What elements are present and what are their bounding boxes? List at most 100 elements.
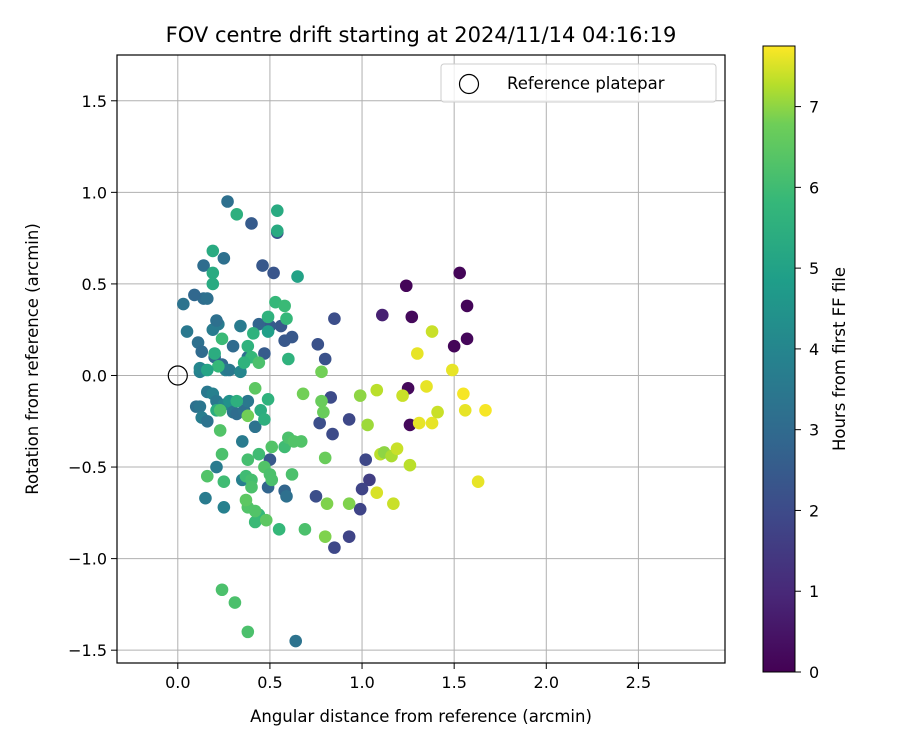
data-point (460, 332, 474, 346)
data-point (248, 420, 262, 434)
data-point (177, 297, 190, 311)
data-point (458, 403, 472, 417)
data-point (285, 468, 299, 481)
data-point (315, 394, 328, 408)
plot-frame (116, 54, 726, 664)
data-point (215, 583, 229, 597)
data-point (318, 451, 332, 465)
data-point (270, 204, 284, 217)
data-point (206, 277, 220, 291)
data-point (278, 299, 291, 313)
data-point (217, 251, 231, 265)
data-point (317, 405, 330, 419)
data-point (241, 339, 255, 353)
data-point (272, 523, 286, 536)
data-point (328, 541, 341, 554)
data-point (431, 405, 444, 419)
data-point (226, 339, 240, 353)
data-point (270, 224, 284, 238)
legend-open-circle-icon (458, 73, 480, 95)
data-point (326, 427, 339, 441)
data-point (230, 208, 244, 221)
colorbar: 0 1 2 3 4 5 6 7 Hours from first FF file (762, 45, 849, 682)
legend-label: Reference platepar (507, 74, 665, 93)
data-point (282, 352, 295, 366)
data-point (261, 310, 275, 324)
y-tick-label: 0.0 (82, 366, 107, 385)
data-point (359, 453, 373, 467)
data-point (342, 413, 356, 426)
data-point (200, 292, 214, 305)
data-point (217, 475, 231, 488)
data-point (248, 382, 262, 395)
data-point (447, 339, 461, 353)
data-point (215, 332, 229, 346)
data-point (446, 363, 459, 377)
data-point (320, 497, 334, 510)
data-point (239, 493, 253, 507)
data-point (217, 501, 231, 514)
y-tick-label: 0.5 (82, 275, 107, 294)
colorbar-gradient (762, 45, 796, 673)
data-point (200, 414, 214, 428)
data-point (228, 596, 242, 609)
y-tick-label: 1.0 (82, 183, 107, 202)
data-point (411, 347, 424, 360)
data-point (221, 195, 234, 208)
data-point (363, 473, 376, 487)
data-point (390, 442, 404, 456)
x-tick-label: 2.0 (534, 673, 559, 692)
data-point (252, 447, 266, 461)
data-point (265, 440, 279, 454)
data-point (328, 312, 341, 326)
data-point (206, 244, 220, 258)
colorbar-ticks: 0 1 2 3 4 5 6 7 (795, 98, 819, 682)
legend: Reference platepar (440, 63, 717, 103)
x-axis-ticks: 0.0 0.5 1.0 1.5 2.0 2.5 (165, 663, 651, 692)
data-point (237, 356, 251, 369)
data-point (309, 490, 323, 503)
data-point (235, 435, 249, 448)
data-point (248, 515, 262, 529)
y-tick-label: −1.5 (68, 641, 107, 660)
data-point (425, 325, 439, 338)
data-point (353, 502, 367, 516)
data-point (195, 345, 209, 358)
data-point (311, 338, 325, 351)
data-point (399, 279, 413, 293)
data-point (405, 310, 419, 324)
data-point (241, 625, 255, 639)
data-point (241, 409, 255, 423)
data-point (298, 523, 312, 536)
data-point (258, 347, 271, 360)
colorbar-tick-label: 3 (809, 421, 819, 440)
data-point (241, 394, 255, 408)
data-point (215, 447, 229, 461)
x-tick-label: 1.5 (441, 673, 466, 692)
data-point (412, 416, 426, 430)
data-point (259, 513, 273, 527)
data-point (213, 403, 227, 417)
data-point (387, 497, 400, 510)
data-point (460, 299, 474, 313)
data-point (206, 266, 220, 280)
data-point (252, 317, 266, 331)
data-point (342, 530, 356, 543)
data-point (425, 416, 439, 430)
data-point (193, 400, 207, 413)
colorbar-tick-label: 7 (809, 98, 819, 117)
data-point (223, 363, 236, 377)
data-point (296, 387, 310, 401)
data-point (318, 530, 332, 543)
data-point (241, 453, 255, 467)
data-point (247, 327, 260, 340)
data-point (212, 360, 225, 373)
data-point (453, 266, 466, 280)
data-point (252, 356, 266, 369)
data-point (256, 259, 269, 272)
data-point (353, 389, 367, 402)
x-axis-label: Angular distance from reference (arcmin) (250, 707, 592, 726)
y-tick-label: 1.5 (82, 92, 107, 111)
data-point (210, 460, 223, 474)
